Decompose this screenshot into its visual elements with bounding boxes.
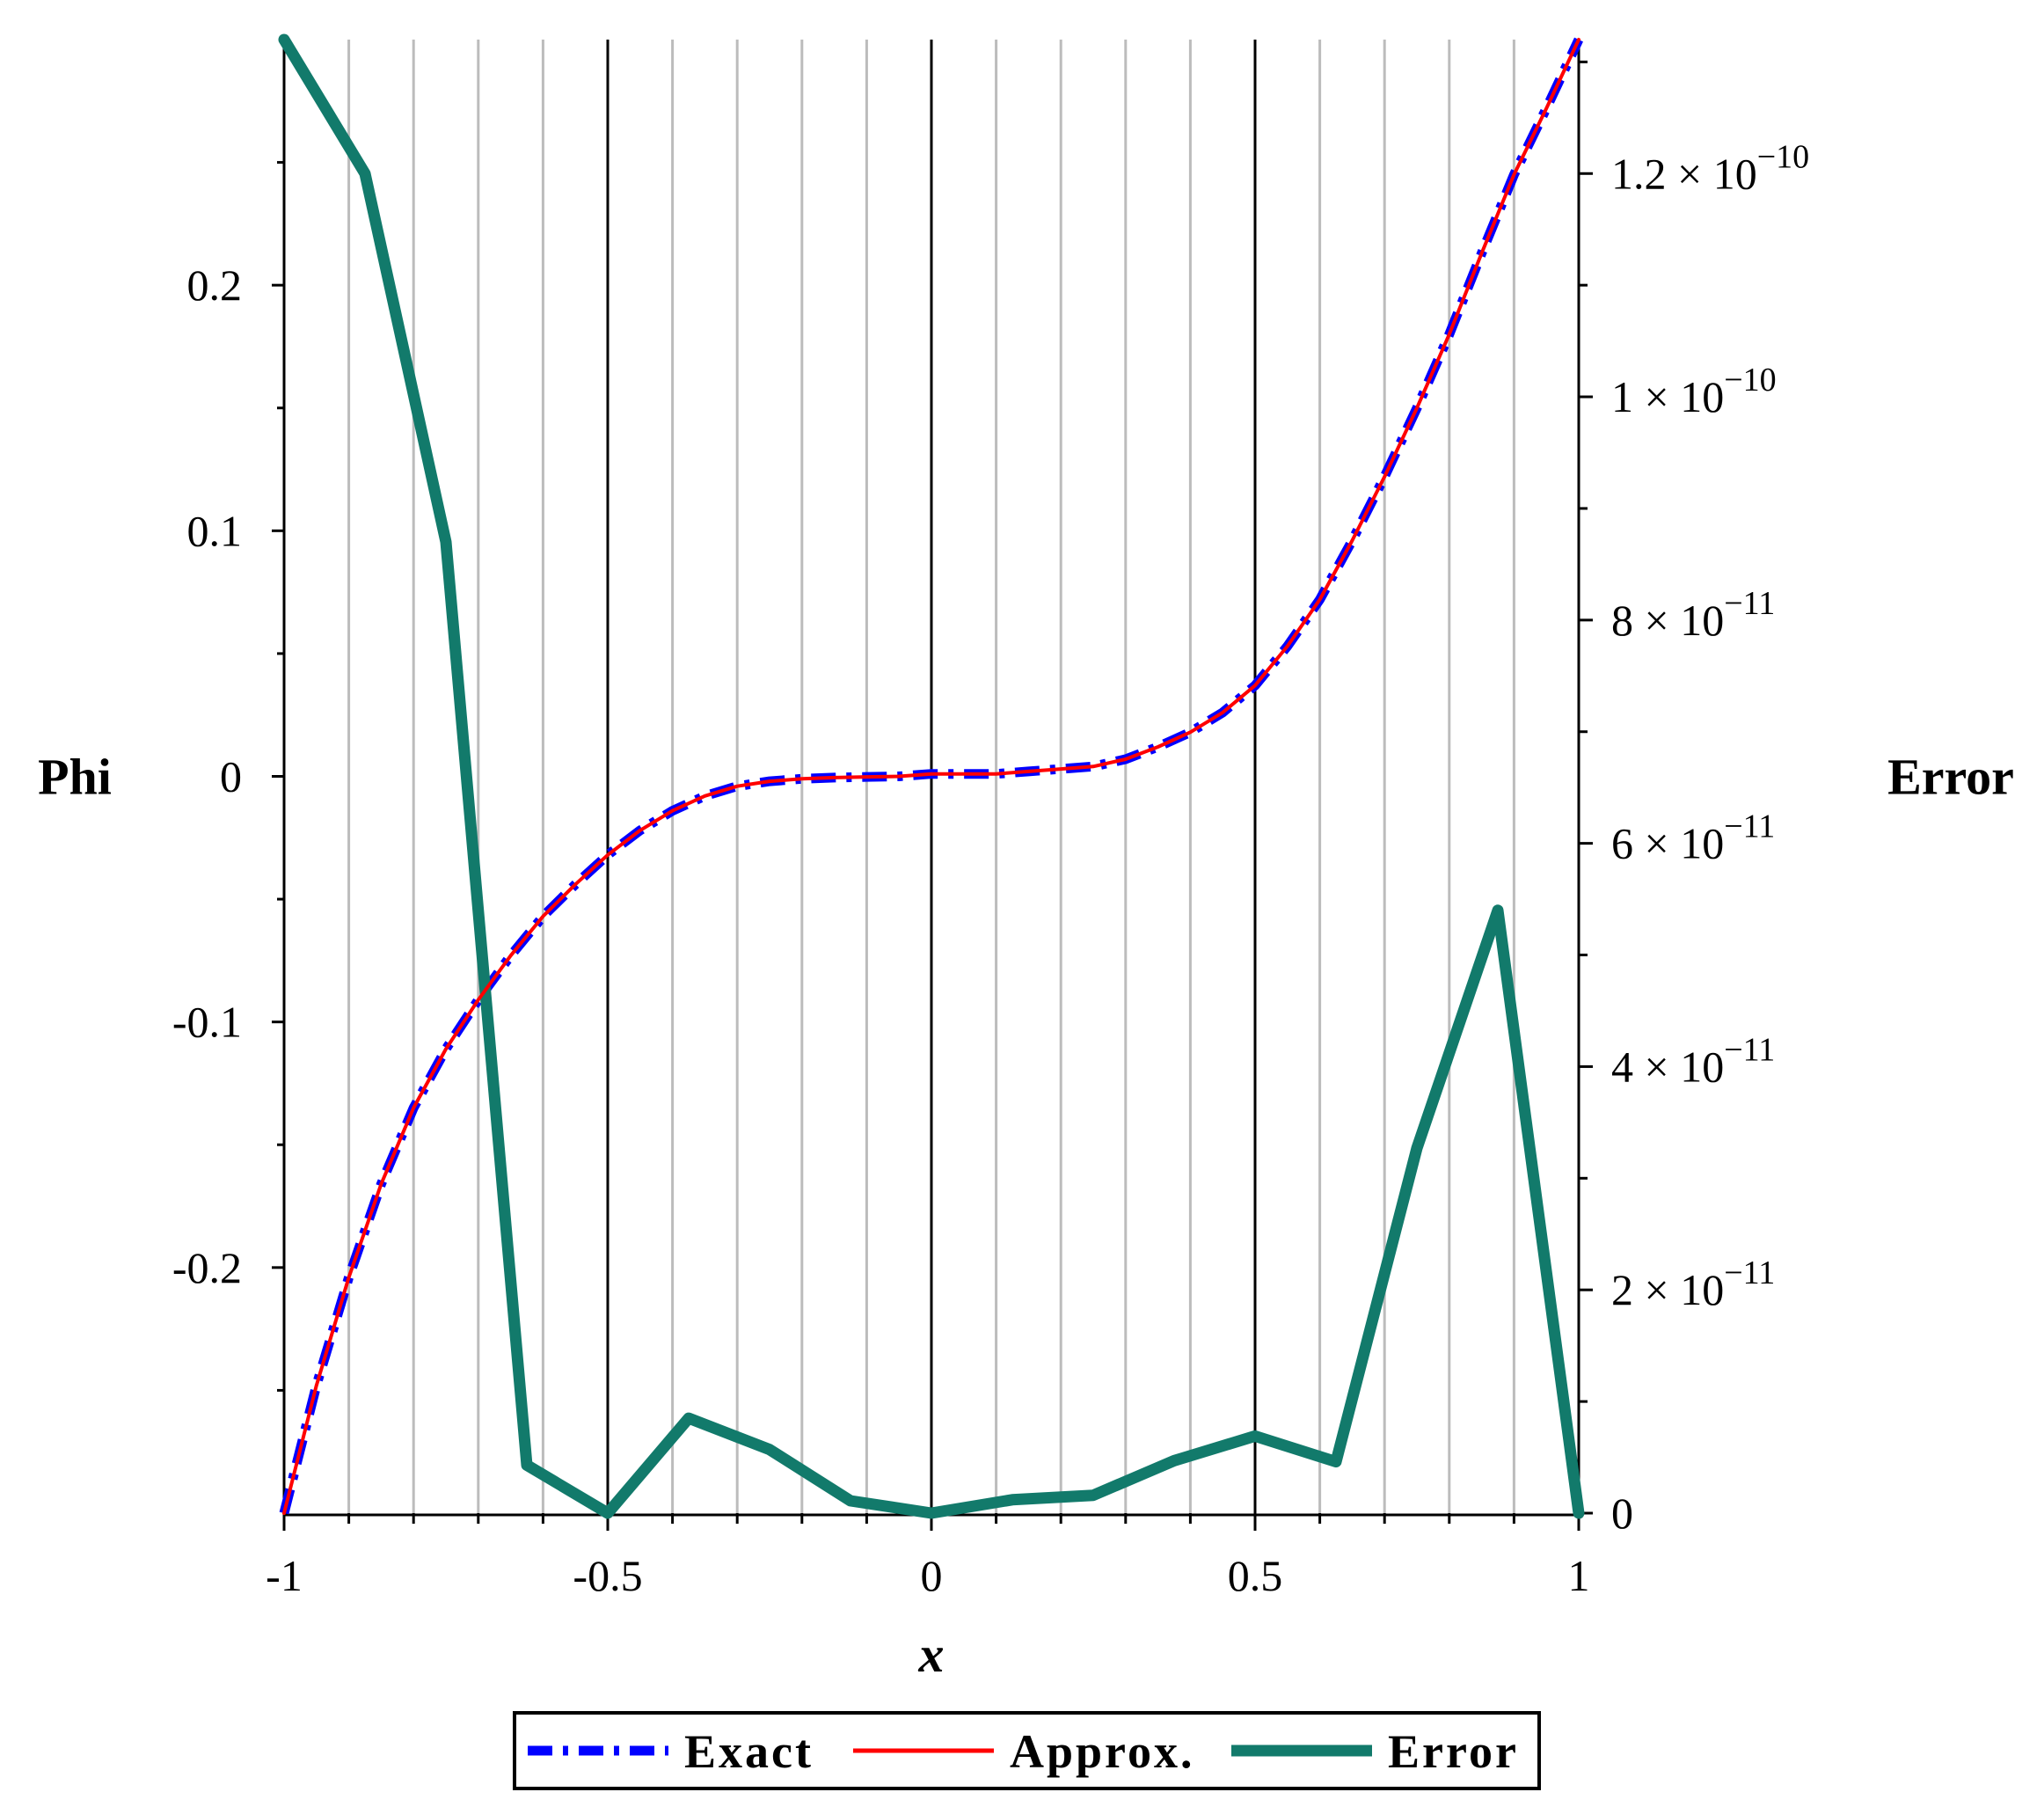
y2-tick-label: 1 × 10−10: [1611, 362, 1777, 421]
labels-layer: -1 -0.5 0 0.5 1 -0.2 -0.1 0 0.1 0.2 0 2 × 10−11 4 × …: [38, 138, 2014, 1683]
legend-label: Error: [1388, 1725, 1519, 1778]
y-tick-label: 0.2: [187, 260, 243, 310]
y-axis-title: Phi: [38, 749, 112, 806]
y2-tick-label: 8 × 10−11: [1611, 585, 1775, 645]
y2-tick-label: 6 × 10−11: [1611, 808, 1775, 868]
y2-tick-label: 0: [1611, 1489, 1633, 1538]
y2-tick-label: 1.2 × 10−10: [1611, 138, 1809, 198]
x-tick-label: 1: [1568, 1551, 1590, 1600]
y-tick-label: 0: [220, 752, 242, 801]
legend-layer: Exact Approx. Error: [513, 1711, 1541, 1790]
y-tick-label: -0.1: [172, 998, 242, 1047]
x-axis-title: x: [918, 1626, 945, 1683]
y-tick-label: -0.2: [172, 1243, 242, 1292]
y-tick-label: 0.1: [187, 506, 243, 555]
series-error-line: [278, 33, 1585, 1519]
x-tick-label: -0.5: [573, 1551, 642, 1600]
x-tick-label: 0: [921, 1551, 943, 1600]
x-tick-label: -1: [266, 1551, 303, 1600]
series-approx-line: [282, 38, 1580, 1515]
legend-label: Exact: [684, 1725, 814, 1778]
y2-tick-label: 2 × 10−11: [1611, 1254, 1775, 1314]
legend-label: Approx.: [1010, 1725, 1195, 1778]
x-tick-label: 0.5: [1228, 1551, 1283, 1600]
series-layer: [278, 33, 1585, 1519]
y2-tick-label: 4 × 10−11: [1611, 1031, 1775, 1091]
y2-axis-title: Error: [1887, 749, 2014, 806]
grid-layer: [282, 40, 1580, 1513]
